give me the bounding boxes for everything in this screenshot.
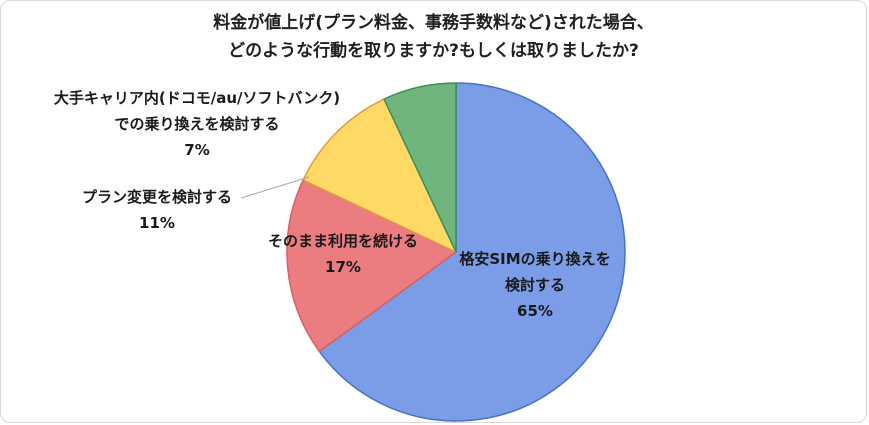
data-label-keep-percent: 17%: [325, 258, 361, 276]
data-label-keep-line-1: そのまま利用を続ける: [267, 232, 418, 250]
data-label-plan-percent: 11%: [139, 214, 175, 232]
data-label-cheap-sim-line-2: 検討する: [504, 276, 565, 294]
chart-title-line-2: どのような行動を取りますか?もしくは取りましたか?: [228, 41, 639, 61]
data-label-carrier-switch: 大手キャリア内(ドコモ/au/ソフトバンク) での乗り換えを検討する 7%: [47, 85, 347, 163]
data-label-cheap-sim-percent: 65%: [517, 302, 553, 320]
pie-slice-1: [286, 179, 457, 353]
data-label-cheap-sim-line-1: 格安SIMの乗り換えを: [459, 250, 611, 268]
pie-slice-0: [318, 82, 626, 422]
leader-line-plan-change: [240, 176, 310, 199]
data-label-carrier-line-2: での乗り換えを検討する: [114, 115, 280, 133]
pie-slice-2: [302, 98, 457, 253]
pie-slice-3: [383, 82, 457, 253]
data-label-plan-change: プラン変更を検討する 11%: [57, 184, 257, 236]
data-label-cheap-sim: 格安SIMの乗り換えを 検討する 65%: [435, 246, 635, 324]
chart-title-line-1: 料金が値上げ(プラン料金、事務手数料など)された場合、: [213, 13, 654, 33]
data-label-carrier-percent: 7%: [184, 141, 210, 159]
data-label-plan-line-1: プラン変更を検討する: [81, 188, 232, 206]
chart-title: 料金が値上げ(プラン料金、事務手数料など)された場合、 どのような行動を取ります…: [1, 9, 866, 65]
data-label-keep-using: そのまま利用を続ける 17%: [243, 228, 443, 280]
data-label-carrier-line-1: 大手キャリア内(ドコモ/au/ソフトバンク): [53, 89, 341, 107]
